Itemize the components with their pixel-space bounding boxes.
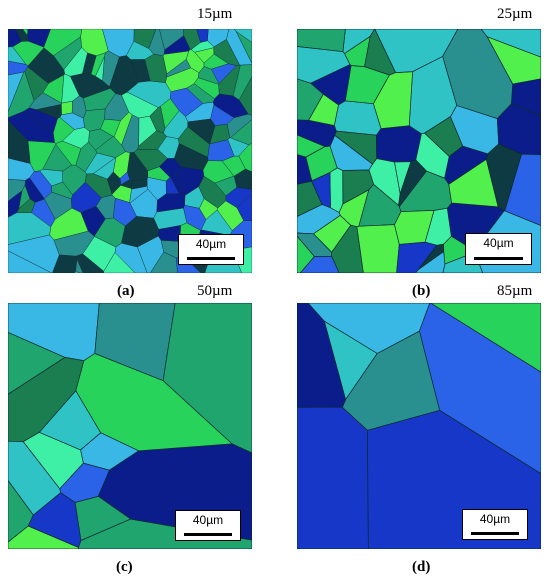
grain-cell <box>213 39 240 66</box>
grain-cell <box>27 29 51 48</box>
scale-bar-line-d <box>471 532 519 535</box>
grain-cell <box>178 126 210 158</box>
scale-bar-line-a <box>187 257 235 260</box>
grain-cell <box>429 303 541 373</box>
grain-cell <box>8 157 35 181</box>
grain-cell <box>394 210 435 245</box>
grain-cell <box>83 88 116 111</box>
grain-cell <box>8 111 55 143</box>
grain-cell <box>133 148 168 172</box>
grain-cell <box>95 194 116 220</box>
scale-bar-b: 40µm <box>465 233 532 265</box>
grain-cell <box>61 100 73 116</box>
grain-cell <box>209 123 230 145</box>
grain-cell <box>297 235 315 273</box>
ebsd-map-b: 40µm <box>297 29 541 273</box>
grain-cell <box>78 518 252 549</box>
grain-cell <box>159 29 184 51</box>
grain-cell <box>149 251 178 273</box>
grain-cell <box>144 53 168 83</box>
grain-cell <box>356 224 400 273</box>
grain-cell <box>82 52 97 75</box>
grain-size-label-a: 15µm <box>197 6 233 22</box>
grain-cell <box>480 29 541 58</box>
grain-cell <box>504 153 541 226</box>
ebsd-map-d: 40µm <box>297 303 541 549</box>
grain-cell <box>28 92 62 110</box>
scale-bar-label-a: 40µm <box>195 237 227 251</box>
grain-cell <box>113 111 133 146</box>
grain-cell <box>368 158 401 206</box>
scale-bar-d: 40µm <box>462 509 528 540</box>
grain-cell <box>94 217 126 248</box>
grain-map-b <box>297 29 541 273</box>
grain-cell <box>297 154 313 185</box>
grain-cell <box>52 254 78 273</box>
grain-cell <box>399 170 452 213</box>
scale-bar-line-c <box>184 533 232 536</box>
scale-bar-label-b: 40µm <box>483 236 514 250</box>
grain-cell <box>44 191 73 220</box>
panel-label-a: (a) <box>117 283 135 299</box>
grain-cell <box>126 80 172 108</box>
grain-cell <box>8 29 22 48</box>
grain-cell <box>196 29 209 43</box>
panel-label-d: (d) <box>412 559 431 575</box>
grain-cell <box>103 252 136 273</box>
grain-cell <box>297 134 326 158</box>
grain-cell <box>511 78 541 117</box>
grain-cell <box>107 171 122 195</box>
scale-bar-a: 40µm <box>178 234 244 265</box>
grain-cell <box>310 64 352 106</box>
ebsd-map-c: 40µm <box>8 303 252 549</box>
grain-cell <box>376 125 422 163</box>
panel-label-c: (c) <box>116 559 133 575</box>
grain-cell <box>297 303 346 408</box>
grain-cell <box>127 152 149 181</box>
grain-cell <box>170 87 204 117</box>
panel-label-b: (b) <box>412 283 431 299</box>
scale-bar-line-b <box>474 257 523 260</box>
grain-size-label-c: 50µm <box>197 283 233 299</box>
ebsd-map-a: 40µm <box>8 29 252 273</box>
grain-cell <box>297 406 369 549</box>
grain-cell <box>62 127 90 149</box>
grain-cell <box>8 250 52 273</box>
grain-cell <box>146 177 167 201</box>
grain-cell <box>212 93 249 118</box>
grain-cell <box>8 46 27 65</box>
grain-cell <box>297 232 332 257</box>
grain-cell <box>311 171 331 209</box>
grain-cell <box>329 167 344 213</box>
grain-cell <box>198 176 227 209</box>
grain-size-label-b: 25µm <box>497 6 533 22</box>
scale-bar-c: 40µm <box>175 510 241 541</box>
grain-cell <box>80 432 140 471</box>
grain-cell <box>448 158 499 208</box>
scale-bar-label-c: 40µm <box>192 513 224 527</box>
grain-cell <box>8 479 34 543</box>
grain-cell <box>170 172 184 195</box>
grain-cell <box>8 179 26 202</box>
grain-size-label-d: 85µm <box>497 283 533 299</box>
grain-map-c <box>8 303 252 549</box>
scale-bar-label-d: 40µm <box>479 512 511 526</box>
grain-cell <box>374 29 459 73</box>
